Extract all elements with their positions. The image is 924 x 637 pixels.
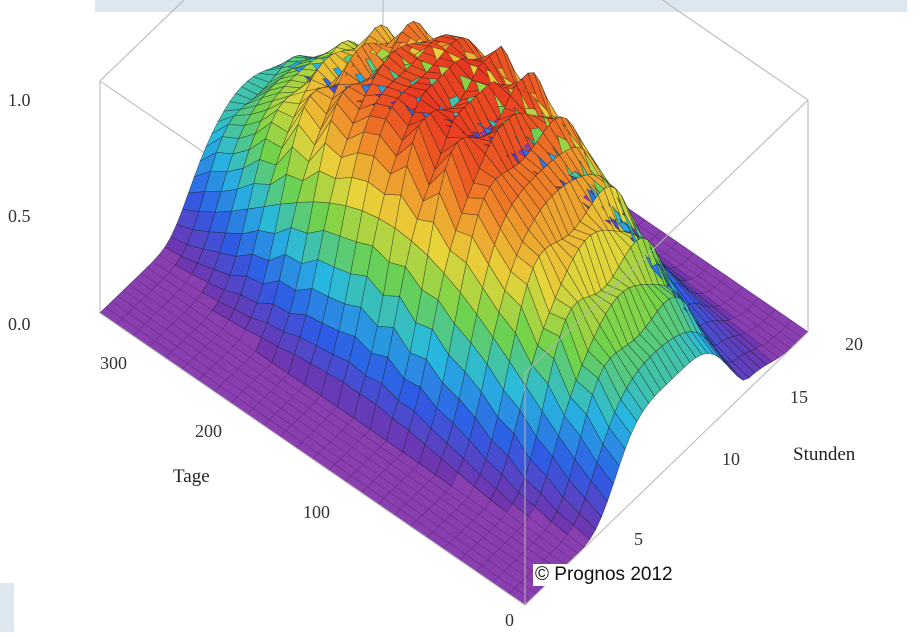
- y-axis-label: Tage: [173, 466, 210, 487]
- y-tick-0: 0: [505, 610, 514, 630]
- box-edge: [99, 312, 526, 606]
- x-tick-15: 15: [790, 387, 808, 407]
- z-axis-ticks: 0.0 0.5 1.0: [8, 90, 31, 334]
- z-tick-0: 0.0: [8, 314, 31, 334]
- z-tick-1: 0.5: [8, 206, 31, 226]
- background-panel-bottom: [0, 583, 14, 632]
- x-tick-10: 10: [722, 449, 740, 469]
- background-panel-top: [95, 0, 907, 12]
- y-tick-300: 300: [100, 353, 127, 373]
- x-axis-ticks: 5 10 15 20: [634, 334, 863, 549]
- box-edge: [661, 0, 809, 101]
- copyright-credit: © Prognos 2012: [533, 564, 675, 586]
- z-tick-2: 1.0: [8, 90, 31, 110]
- surface-mesh: [99, 20, 809, 606]
- box-edge: [524, 331, 809, 606]
- x-tick-20: 20: [845, 334, 863, 354]
- x-tick-5: 5: [634, 529, 643, 549]
- y-tick-100: 100: [303, 502, 330, 522]
- box-edge: [99, 0, 185, 82]
- box-edge: [524, 99, 809, 374]
- y-tick-200: 200: [195, 421, 222, 441]
- bounding-box-front: [99, 99, 809, 606]
- x-axis-label: Stunden: [793, 444, 856, 465]
- y-axis-ticks: 300 200 100 0: [100, 353, 514, 630]
